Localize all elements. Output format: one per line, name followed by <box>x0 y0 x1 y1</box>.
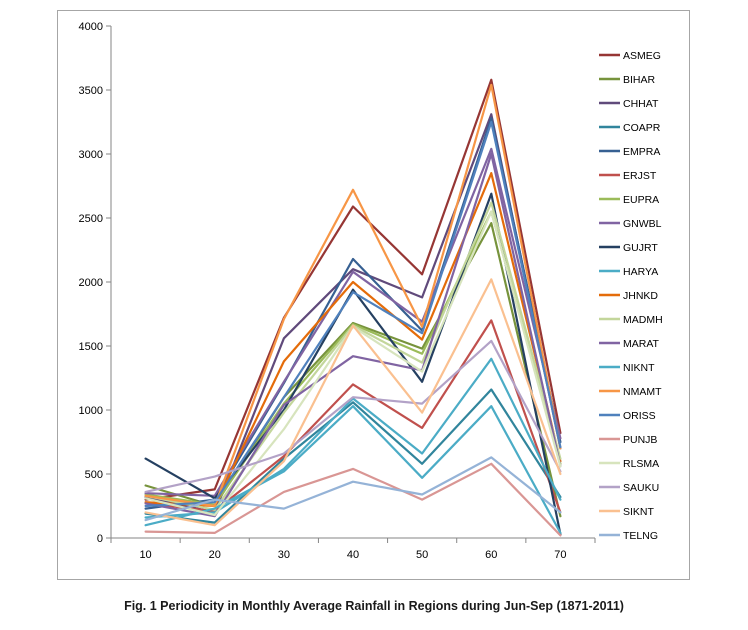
figure-caption: Fig. 1 Periodicity in Monthly Average Ra… <box>124 599 624 613</box>
series-line-punjb <box>144 462 562 537</box>
series-line-coapr <box>144 388 562 524</box>
y-tick-label: 3000 <box>79 149 103 161</box>
x-tick-label: 60 <box>485 549 497 561</box>
legend-entry: JHNKD <box>623 290 658 302</box>
legend-entry: ORISS <box>623 410 656 422</box>
legend-entry: HARYA <box>623 266 658 278</box>
series-line-siknt <box>144 278 562 527</box>
x-tick-label: 20 <box>209 549 221 561</box>
x-tick-label: 10 <box>139 549 151 561</box>
legend-entry: SIKNT <box>623 506 655 518</box>
series-line-sauku <box>144 339 562 493</box>
legend-entry: PUNJB <box>623 434 657 446</box>
y-tick-label: 3500 <box>79 85 103 97</box>
series-lines <box>144 78 562 537</box>
legend-entry: MARAT <box>623 338 660 350</box>
legend-entry: CHHAT <box>623 98 659 110</box>
series-line-erjst <box>144 319 562 514</box>
y-tick-label: 500 <box>85 469 103 481</box>
legend-entry: COAPR <box>623 122 661 134</box>
legend-entry: BIHAR <box>623 74 656 86</box>
legend-entry: ERJST <box>623 170 657 182</box>
series-line-asmeg <box>144 78 562 501</box>
legend-entry: GUJRT <box>623 242 658 254</box>
legend-entry: EUPRA <box>623 194 659 206</box>
y-tick-label: 2500 <box>79 213 103 225</box>
x-tick-label: 70 <box>554 549 566 561</box>
legend-entry: MADMH <box>623 314 663 326</box>
series-line-marat <box>144 152 562 518</box>
series-line-gujrt <box>144 192 562 536</box>
x-tick-label: 50 <box>416 549 428 561</box>
y-tick-label: 1000 <box>79 405 103 417</box>
legend-entry: NIKNT <box>623 362 655 374</box>
x-tick-label: 40 <box>347 549 359 561</box>
legend-entry: NMAMT <box>623 386 662 398</box>
y-tick-label: 2000 <box>79 277 103 289</box>
legend-entry: TELNG <box>623 530 658 542</box>
series-line-oriss <box>144 120 562 508</box>
series-line-telng <box>144 456 562 522</box>
legend-entry: ASMEG <box>623 50 661 62</box>
series-line-nmamt <box>144 83 562 508</box>
axes: 0 500 1000 1500 2000 2500 3000 3500 4000 10 20 30 40… <box>79 21 596 561</box>
legend-entry: SAUKU <box>623 482 659 494</box>
legend-entry: GNWBL <box>623 218 662 230</box>
chart-frame: 0 500 1000 1500 2000 2500 3000 3500 4000 10 20 30 40… <box>57 10 690 580</box>
series-line-gnwbl <box>144 147 562 497</box>
x-tick-label: 30 <box>278 549 290 561</box>
series-line-niknt <box>144 405 562 535</box>
y-tick-label: 4000 <box>79 21 103 33</box>
y-tick-label: 0 <box>97 533 103 545</box>
legend: ASMEG BIHAR CHHAT COAPR EMPRA ERJST EUPRA GNWBL… <box>599 50 663 542</box>
line-chart: 0 500 1000 1500 2000 2500 3000 3500 4000 10 20 30 40… <box>79 21 663 561</box>
legend-entry: EMPRA <box>623 146 660 158</box>
legend-entry: RLSMA <box>623 458 659 470</box>
y-tick-label: 1500 <box>79 341 103 353</box>
